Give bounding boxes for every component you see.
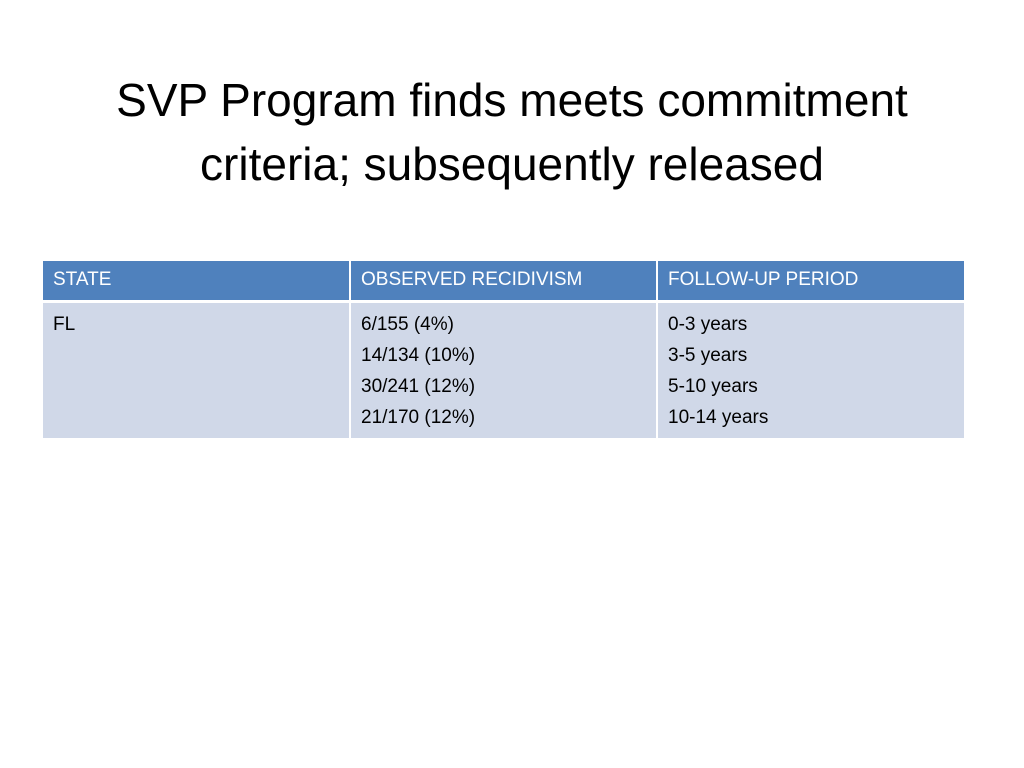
cell-state: FL [43, 301, 351, 438]
header-observed-recidivism: OBSERVED RECIDIVISM [350, 261, 658, 303]
follow-up-value: 0-3 years [668, 313, 748, 335]
follow-up-value: 10-14 years [668, 406, 769, 428]
recidivism-table: STATE OBSERVED RECIDIVISM FOLLOW-UP PERI… [43, 261, 964, 438]
cell-follow-up-period: 0-3 years 3-5 years 5-10 years 10-14 yea… [657, 301, 964, 438]
header-follow-up-period: FOLLOW-UP PERIOD [657, 261, 964, 303]
recidivism-value: 21/170 (12%) [361, 406, 476, 428]
header-state: STATE [43, 261, 351, 303]
state-value: FL [53, 313, 76, 335]
recidivism-value: 14/134 (10%) [361, 344, 476, 366]
follow-up-value: 3-5 years [668, 344, 748, 366]
slide-title-line-2: criteria; subsequently released [200, 138, 824, 190]
slide-title: SVP Program finds meets commitment crite… [40, 68, 984, 196]
follow-up-value: 5-10 years [668, 375, 758, 397]
table-header-row: STATE OBSERVED RECIDIVISM FOLLOW-UP PERI… [43, 261, 964, 303]
recidivism-value: 6/155 (4%) [361, 313, 454, 335]
table-row: FL 6/155 (4%) 14/134 (10%) 30/241 (12%) … [43, 301, 964, 438]
cell-observed-recidivism: 6/155 (4%) 14/134 (10%) 30/241 (12%) 21/… [350, 301, 658, 438]
slide-title-line-1: SVP Program finds meets commitment [116, 74, 908, 126]
recidivism-value: 30/241 (12%) [361, 375, 476, 397]
